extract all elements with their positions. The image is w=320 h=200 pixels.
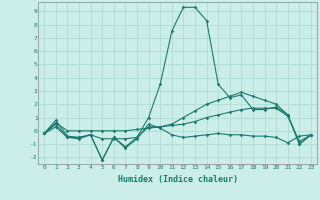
X-axis label: Humidex (Indice chaleur): Humidex (Indice chaleur) [118,175,238,184]
